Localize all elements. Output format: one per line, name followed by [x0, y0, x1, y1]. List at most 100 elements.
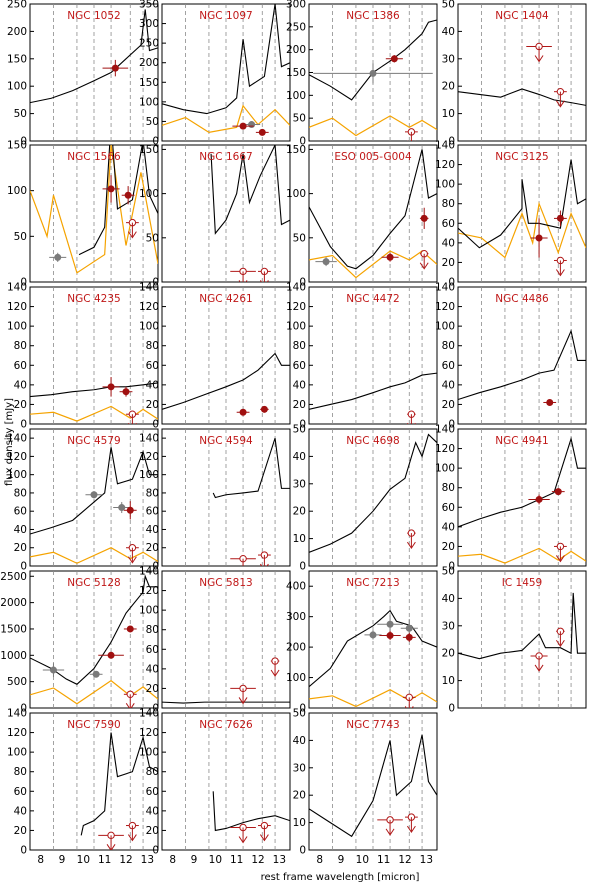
detection-point [260, 405, 268, 413]
other-point [369, 69, 377, 77]
upper-limit-arrow [555, 640, 565, 648]
panel-plot-area [30, 145, 158, 274]
y-tick-label: 0 [299, 703, 306, 715]
y-tick-label: 140 [435, 424, 455, 436]
y-tick-label: 30 [293, 478, 306, 490]
y-tick-label: 0 [152, 419, 159, 431]
panel-plot-area [30, 377, 158, 424]
upper-limit-arrow [419, 262, 429, 270]
y-tick-label: 80 [146, 624, 159, 636]
y-tick-label: 20 [14, 542, 27, 554]
panel-title: NGC 5813 [199, 577, 252, 589]
y-tick-label: 40 [442, 521, 455, 533]
upper-limit-arrow [238, 836, 248, 844]
y-tick-label: 100 [286, 672, 306, 684]
panel-title: NGC 4261 [199, 293, 252, 305]
panel-title: NGC 1404 [495, 10, 549, 22]
panel-plot-area [458, 42, 586, 108]
x-tick-label: 13 [420, 854, 433, 866]
y-tick-label: 60 [442, 502, 455, 514]
panel-frame [161, 712, 291, 851]
y-tick-label: 50 [293, 424, 306, 436]
y-tick-label: 150 [286, 144, 306, 156]
y-tick-label: 150 [139, 77, 159, 89]
y-tick-label: 120 [7, 301, 27, 313]
panel-ngc-4472: 0 20 40 60 80 100 120 140 NGC 4472 [286, 282, 438, 431]
y-tick-label: 80 [146, 766, 159, 778]
panel-ngc-7743: 0 10 20 30 40 50 NGC 7743 [293, 708, 438, 857]
panel-plot-area [80, 732, 158, 850]
template-line [458, 201, 586, 259]
y-tick-label: 10 [442, 108, 455, 120]
y-tick-label: 200 [286, 44, 306, 56]
panel-ngc-4941: 0 20 40 60 80 100 120 140 NGC 4941 [435, 424, 587, 573]
spectrum-line [162, 4, 290, 115]
y-tick-label: 40 [442, 593, 455, 605]
y-tick-label: 140 [286, 282, 306, 294]
y-tick-label: 80 [442, 198, 455, 210]
y-tick-label: 80 [442, 340, 455, 352]
y-tick-label: 100 [139, 747, 159, 759]
y-tick-label: 100 [286, 321, 306, 333]
panel-title: NGC 7626 [199, 719, 253, 731]
y-tick-label: 0 [448, 419, 455, 431]
other-point [92, 670, 100, 678]
y-tick-label: 60 [14, 360, 27, 372]
detection-point [107, 185, 115, 193]
x-tick-label: 9 [59, 854, 66, 866]
y-tick-label: 1500 [0, 623, 27, 635]
y-tick-label: 140 [7, 282, 27, 294]
panel-title: NGC 7743 [346, 719, 399, 731]
x-tick-label: 8 [169, 854, 176, 866]
y-tick-label: 2500 [0, 571, 27, 583]
other-point [54, 253, 62, 261]
x-tick-label: 9 [338, 854, 345, 866]
y-tick-label: 400 [286, 581, 306, 593]
y-tick-label: 100 [139, 188, 159, 200]
panel-eso-005-g004: 0 50 100 150 ESO 005-G004 [286, 144, 438, 289]
upper-limit-arrow [127, 231, 137, 239]
x-tick-label: 9 [191, 854, 198, 866]
y-tick-label: 250 [286, 21, 306, 33]
y-tick-label: 0 [299, 561, 306, 573]
upper-limit-arrow [534, 664, 544, 672]
panel-title: NGC 1566 [67, 151, 121, 163]
y-tick-label: 120 [435, 159, 455, 171]
y-tick-label: 140 [139, 282, 159, 294]
panel-ngc-4235: 0 20 40 60 80 100 120 140 NGC 4235 [7, 282, 159, 431]
y-tick-label: 60 [146, 360, 159, 372]
y-tick-label: 100 [7, 185, 27, 197]
y-tick-label: 140 [7, 433, 27, 445]
y-tick-label: 140 [139, 708, 159, 720]
y-tick-label: 300 [139, 18, 159, 30]
panel-title: NGC 4594 [199, 435, 253, 447]
y-tick-label: 100 [435, 179, 455, 191]
y-tick-label: 1000 [0, 650, 27, 662]
y-tick-label: 200 [286, 642, 306, 654]
panel-plot-area [30, 447, 158, 564]
y-tick-label: 100 [7, 747, 27, 759]
y-tick-label: 120 [139, 585, 159, 597]
template-line [30, 145, 158, 274]
y-tick-label: 100 [435, 463, 455, 475]
upper-limit-arrow [555, 269, 565, 277]
x-tick-label: 11 [230, 854, 243, 866]
detection-point [122, 388, 130, 396]
panel-ngc-4486: 0 20 40 60 80 100 120 140 NGC 4486 [435, 282, 587, 431]
panel-frame [161, 144, 291, 283]
y-tick-label: 150 [139, 144, 159, 156]
other-point [386, 620, 394, 628]
panel-title: NGC 4486 [495, 293, 549, 305]
panel-frame [457, 286, 587, 425]
y-tick-label: 20 [293, 790, 306, 802]
upper-limit-arrow [259, 834, 269, 842]
panel-ngc-7590: 0 20 40 60 80 100 120 140 NGC 7590 [7, 708, 159, 857]
spectrum-line [309, 372, 437, 410]
upper-limit-arrow [125, 703, 135, 708]
spectrum-line [458, 88, 586, 106]
upper-limit-arrow [406, 541, 416, 550]
spectrum-line [212, 791, 290, 832]
other-point [405, 624, 413, 632]
